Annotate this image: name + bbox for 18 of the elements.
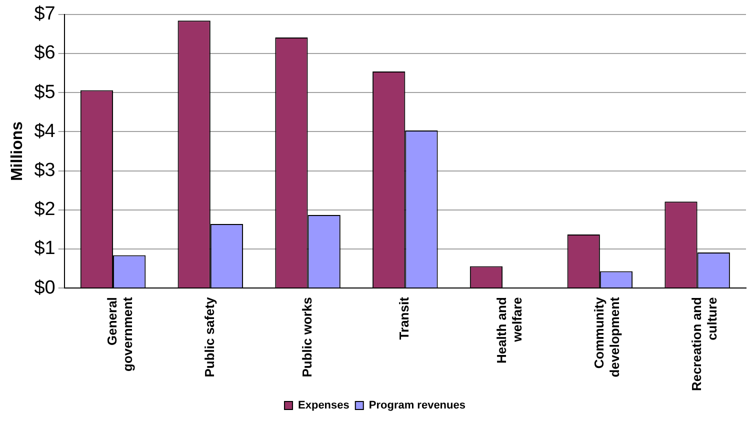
y-tick-label: $4 (34, 120, 56, 142)
x-tick-label: Transit (396, 296, 412, 340)
x-tick-label: Community development (592, 296, 622, 378)
y-tick-label: $3 (34, 160, 56, 182)
legend-label: Expenses (298, 400, 350, 412)
y-tick-label: $0 (34, 277, 56, 298)
y-tick-label: $1 (34, 238, 56, 260)
x-tick-label: Recreation and culture (688, 297, 720, 392)
legend-label: Program revenues (368, 400, 466, 412)
x-tick-label: Public safety (202, 296, 217, 378)
x-tick-label: Health and welfare (494, 297, 525, 364)
x-tick-label: General government (104, 296, 136, 372)
y-tick-label: $2 (34, 199, 56, 220)
x-tick-label: Public works (299, 297, 314, 378)
y-tick-label: $6 (34, 42, 56, 64)
y-axis-title: Millions (9, 121, 26, 182)
y-tick-label: $5 (34, 82, 56, 103)
y-tick-label: $7 (34, 4, 56, 25)
